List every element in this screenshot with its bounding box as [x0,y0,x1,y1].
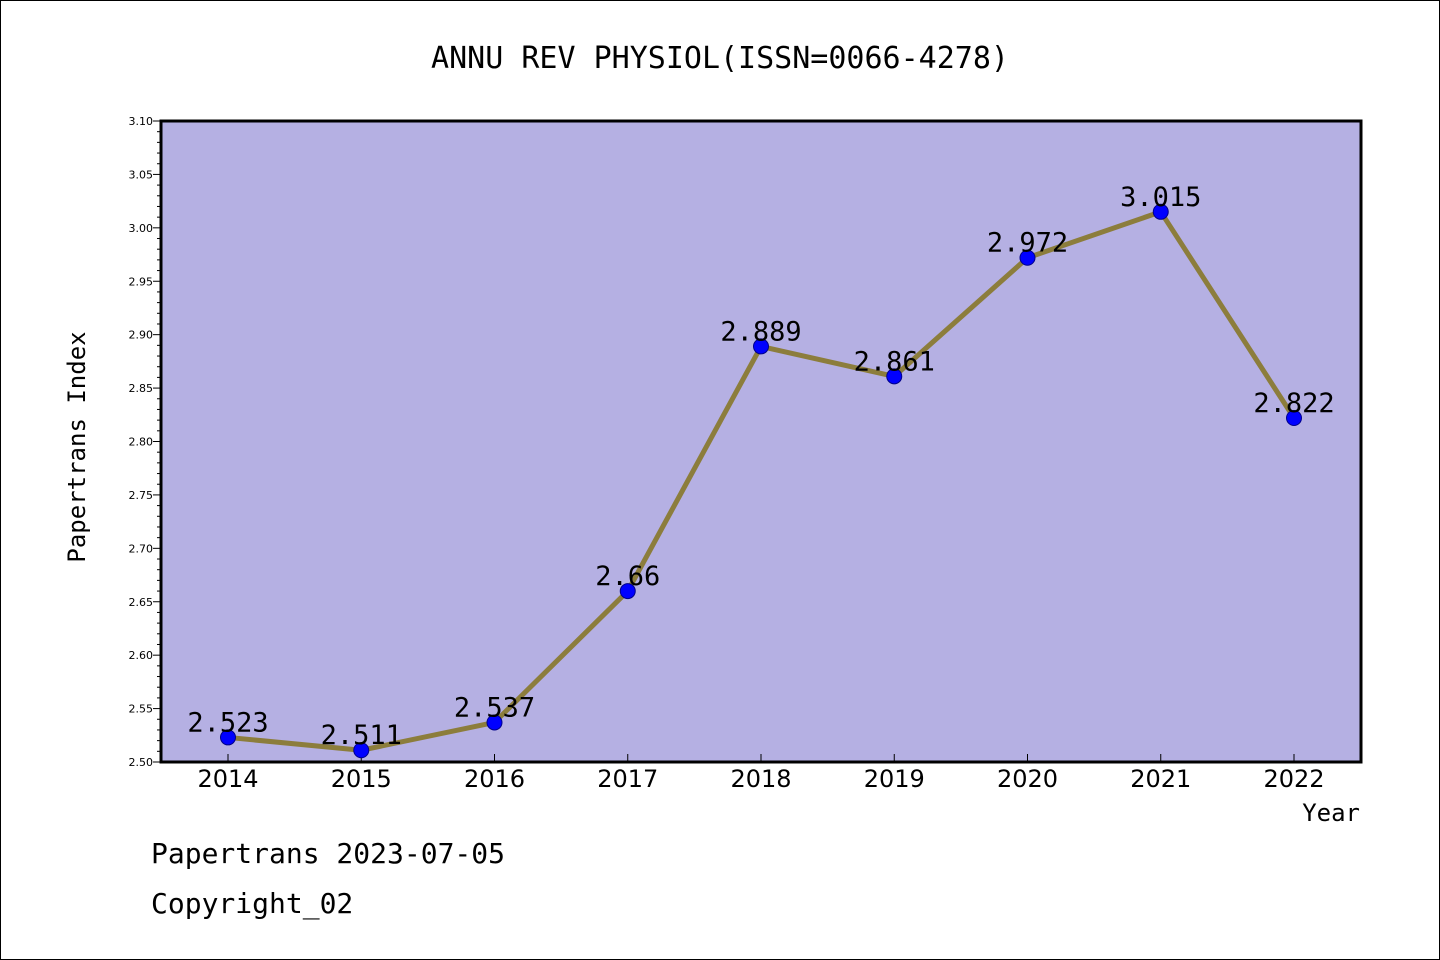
data-point [220,729,236,746]
data-label: 2.889 [720,316,801,347]
x-tick-label: 2018 [730,765,791,793]
x-tick-label: 2015 [331,765,392,793]
data-labels: 2.523 2.511 2.537 2.66 2.889 2.861 2.972 3.015 2… [187,182,1334,751]
x-tick-label: 2014 [197,765,258,793]
x-axis-label: Year [1302,799,1360,827]
data-label: 2.861 [854,346,935,377]
plot-border [159,119,1363,764]
data-point [619,583,636,600]
data-point [486,714,503,731]
data-point [886,368,903,385]
y-tick-label: 2.65 [129,596,154,609]
plot-area [161,121,1361,762]
data-point [1286,409,1302,426]
y-axis: 2.50 2.55 2.60 2.65 2.70 2.75 2.80 2.85 2.90 2.95… [129,115,161,769]
y-tick-label: 2.95 [129,275,154,288]
footer-copyright-text: Copyright_02 [151,887,354,920]
x-tick-label: 2016 [464,765,525,793]
data-label: 2.537 [454,692,535,723]
y-tick-label: 2.70 [129,542,154,555]
data-point [753,338,769,355]
x-tick-label: 2020 [997,765,1058,793]
y-tick-label: 2.60 [129,649,154,662]
y-tick-label: 2.55 [129,703,154,716]
data-point [1152,203,1169,220]
y-tick-label: 2.50 [129,756,154,769]
x-tick-label: 2021 [1130,765,1191,793]
data-label: 3.015 [1120,182,1201,213]
data-point [1019,249,1036,266]
data-label: 2.66 [595,561,660,592]
y-tick-label: 2.85 [129,382,154,395]
data-label: 2.511 [321,720,402,751]
y-tick-label: 2.80 [129,436,154,449]
y-tick-label: 3.05 [129,168,154,181]
footer-date-text: Papertrans 2023-07-05 [151,837,506,870]
data-label: 2.523 [187,707,268,738]
data-label: 2.972 [987,228,1068,259]
chart-title: ANNU REV PHYSIOL(ISSN=0066-4278) [431,41,1009,76]
y-tick-label: 2.90 [129,329,154,342]
y-tick-label: 3.10 [129,115,154,128]
data-label: 2.822 [1253,388,1334,419]
y-tick-label: 2.75 [129,489,154,502]
x-tick-label: 2017 [597,765,658,793]
x-tick-label: 2019 [864,765,925,793]
x-tick-label: 2022 [1263,765,1324,793]
data-markers [220,203,1302,759]
x-axis: 2014 2015 2016 2017 2018 2019 2020 2021 2022 [197,754,1325,793]
data-point [353,742,370,759]
y-axis-label: Papertrans Index [63,331,91,562]
y-tick-label: 3.00 [129,222,154,235]
